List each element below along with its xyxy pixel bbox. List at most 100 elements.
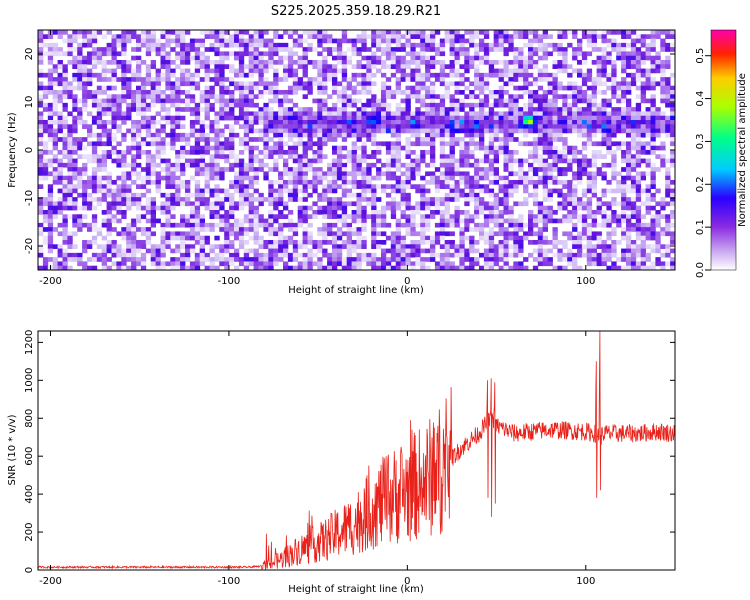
heatmap-cell bbox=[606, 98, 612, 104]
heatmap-cell bbox=[366, 184, 372, 189]
heatmap-cell bbox=[439, 145, 446, 151]
heatmap-cell bbox=[317, 180, 323, 185]
heatmap-cell bbox=[77, 68, 83, 74]
heatmap-cell bbox=[106, 244, 112, 249]
heatmap-cell bbox=[606, 235, 612, 241]
heatmap-cell bbox=[72, 145, 78, 151]
heatmap-cell bbox=[518, 201, 524, 207]
heatmap-cell bbox=[601, 55, 607, 61]
heatmap-cell bbox=[327, 227, 333, 232]
heatmap-cell bbox=[145, 141, 152, 147]
heatmap-cell bbox=[513, 64, 519, 69]
heatmap-cell bbox=[82, 102, 88, 108]
heatmap-cell bbox=[42, 90, 49, 95]
heatmap-cell bbox=[346, 77, 352, 82]
heatmap-cell bbox=[660, 244, 666, 249]
heatmap-cell bbox=[503, 34, 509, 39]
heatmap-cell bbox=[52, 154, 58, 159]
heatmap-cell bbox=[268, 115, 274, 121]
heatmap-cell bbox=[248, 115, 254, 121]
heatmap-cell bbox=[449, 218, 455, 224]
heatmap-cell bbox=[268, 218, 274, 224]
heatmap-cell bbox=[385, 235, 392, 241]
heatmap-cell bbox=[116, 252, 122, 258]
heatmap-cell bbox=[488, 214, 495, 219]
heatmap-cell bbox=[283, 240, 289, 245]
heatmap-cell bbox=[91, 120, 98, 125]
heatmap-cell bbox=[474, 257, 480, 262]
heatmap-cell bbox=[591, 81, 597, 87]
heatmap-cell bbox=[52, 42, 58, 48]
heatmap-cell bbox=[229, 77, 235, 82]
heatmap-cell bbox=[292, 240, 299, 245]
heatmap-cell bbox=[498, 102, 504, 108]
heatmap-cell bbox=[400, 64, 406, 69]
heatmap-cell bbox=[371, 128, 377, 134]
heatmap-cell bbox=[175, 261, 181, 267]
heatmap-cell bbox=[67, 137, 73, 142]
heatmap-cell bbox=[400, 210, 406, 215]
heatmap-cell bbox=[356, 132, 362, 138]
heatmap-cell bbox=[586, 214, 593, 219]
heatmap-cell bbox=[263, 90, 269, 95]
heatmap-cell bbox=[567, 180, 573, 185]
heatmap-cell bbox=[591, 128, 597, 134]
heatmap-cell bbox=[660, 111, 666, 117]
heatmap-cell bbox=[449, 128, 455, 134]
heatmap-cell bbox=[483, 154, 490, 159]
heatmap-cell bbox=[449, 154, 455, 159]
heatmap-cell bbox=[405, 150, 411, 155]
heatmap-cell bbox=[327, 94, 333, 99]
heatmap-cell bbox=[459, 218, 465, 224]
heatmap-cell bbox=[111, 72, 117, 78]
heatmap-cell bbox=[150, 205, 156, 211]
heatmap-cell bbox=[586, 171, 593, 177]
heatmap-cell bbox=[214, 162, 220, 168]
heatmap-cell bbox=[126, 162, 132, 168]
heatmap-cell bbox=[145, 240, 152, 245]
heatmap-cell bbox=[528, 167, 534, 172]
heatmap-cell bbox=[87, 158, 93, 164]
heatmap-cell bbox=[483, 111, 490, 117]
heatmap-cell bbox=[430, 120, 436, 125]
heatmap-cell bbox=[322, 248, 328, 254]
heatmap-cell bbox=[346, 240, 352, 245]
heatmap-cell bbox=[160, 124, 166, 129]
heatmap-cell bbox=[234, 102, 240, 108]
heatmap-cell bbox=[459, 162, 465, 168]
heatmap-cell bbox=[513, 244, 519, 249]
heatmap-cell bbox=[503, 180, 509, 185]
heatmap-cell bbox=[508, 98, 514, 104]
heatmap-cell bbox=[640, 252, 646, 258]
heatmap-cell bbox=[454, 107, 460, 112]
heatmap-cell bbox=[209, 158, 215, 164]
heatmap-cell bbox=[175, 115, 181, 121]
heatmap-cell bbox=[591, 38, 597, 44]
heatmap-cell bbox=[238, 218, 245, 224]
heatmap-cell bbox=[351, 128, 357, 134]
heatmap-cell bbox=[542, 227, 548, 232]
heatmap-cell bbox=[356, 98, 362, 104]
heatmap-cell bbox=[503, 175, 509, 181]
heatmap-cell bbox=[493, 34, 499, 39]
heatmap-cell bbox=[185, 158, 191, 164]
heatmap-cell bbox=[390, 235, 397, 241]
heatmap-cell bbox=[601, 90, 607, 95]
heatmap-cell bbox=[508, 192, 514, 198]
heatmap-cell bbox=[626, 252, 632, 258]
heatmap-cell bbox=[322, 98, 328, 104]
heatmap-cell bbox=[72, 64, 78, 69]
heatmap-cell bbox=[523, 158, 529, 164]
heatmap-cell bbox=[82, 30, 88, 35]
heatmap-cell bbox=[317, 154, 323, 159]
heatmap-cell bbox=[474, 205, 480, 211]
heatmap-cell bbox=[557, 132, 563, 138]
heatmap-cell bbox=[596, 171, 602, 177]
heatmap-cell bbox=[238, 150, 245, 155]
heatmap-cell bbox=[336, 235, 343, 241]
heatmap-cell bbox=[508, 235, 514, 241]
heatmap-cell bbox=[82, 72, 88, 78]
heatmap-cell bbox=[464, 210, 470, 215]
heatmap-cell bbox=[650, 218, 656, 224]
heatmap-cell bbox=[542, 240, 548, 245]
